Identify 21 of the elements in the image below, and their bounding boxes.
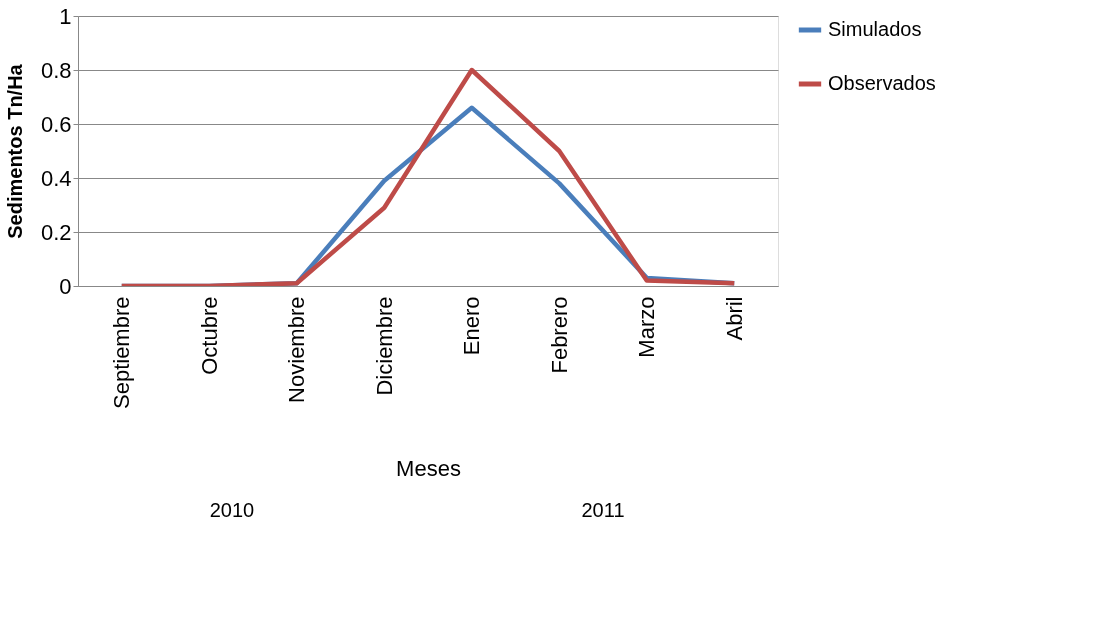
x-tick-label: Octubre — [196, 296, 222, 375]
y-tick-label: 0.4 — [40, 165, 72, 191]
y-axis-title: Sedimentos Tn/Ha — [3, 63, 26, 239]
line-series — [119, 67, 737, 286]
text: 2010 — [209, 499, 255, 521]
x-tick-label: Diciembre — [371, 296, 397, 396]
x-tick-label: Abril — [721, 296, 747, 341]
y-tick-label: 1 — [59, 3, 72, 29]
y-tick-label: 0 — [59, 273, 72, 299]
x-axis-title: Meses — [396, 456, 461, 481]
x-tick-label: Noviembre — [284, 296, 310, 403]
x-tick-label: Enero — [459, 296, 485, 356]
legend-label: Observados — [828, 72, 936, 94]
x-tick-label: Marzo — [634, 296, 660, 358]
y-tick-label: 0.6 — [40, 111, 72, 137]
y-tick-label: 0.2 — [40, 219, 72, 245]
x-tick-label: Septiembre — [109, 296, 135, 410]
x-tick-label: Febrero — [546, 296, 572, 374]
legend-label: Simulados — [828, 18, 922, 40]
text: 2011 — [581, 499, 625, 521]
y-tick-label: 0.8 — [40, 57, 72, 83]
